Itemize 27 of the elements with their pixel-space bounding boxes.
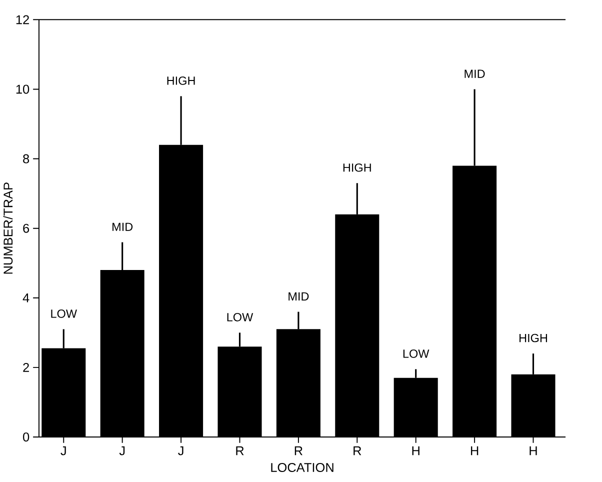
x-tick-label: J [119,446,125,456]
y-tick-label: 8 [23,154,30,164]
annotation: LOW [403,349,430,358]
x-axis-title: LOCATION [271,462,334,472]
y-tick-label: 12 [16,15,29,24]
annotation: LOW [51,309,77,318]
y-tick-label: 0 [23,432,30,442]
annotation: HIGH [520,334,548,342]
x-tick-label: H [412,446,420,456]
annotation: HIGH [167,76,195,85]
x-tick-label: R [354,446,362,456]
annotation: MID [464,70,485,78]
x-tick-label: J [60,446,66,456]
x-tick-label: R [236,446,244,456]
x-tick-label: J [178,446,184,456]
y-tick-label: 2 [23,362,29,372]
x-tick-label: H [530,446,537,456]
annotation: HIGH [343,163,371,172]
annotation: LOW [227,312,254,322]
y-tick-label: 6 [23,224,30,233]
x-tick-label: H [470,446,478,456]
x-tick-label: R [294,446,302,456]
y-axis-title: NUMBER/TRAP [3,182,13,274]
annotation: MID [288,292,309,300]
annotation: MID [112,222,133,231]
y-tick-label: 4 [22,293,30,302]
y-tick-label: 10 [16,84,30,94]
